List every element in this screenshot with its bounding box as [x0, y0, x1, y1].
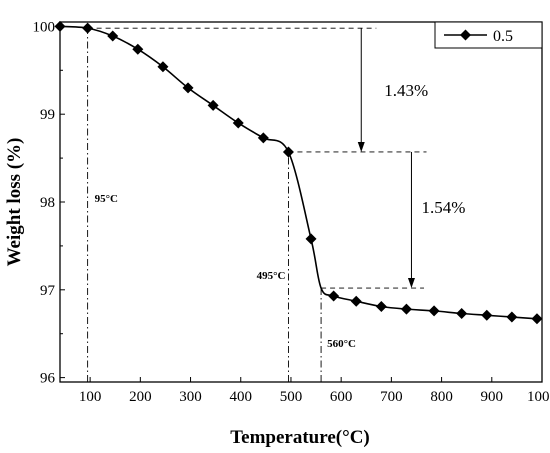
data-point	[107, 30, 119, 42]
data-point	[132, 43, 144, 55]
percent-loss-annotation: 1.54%	[421, 198, 465, 217]
x-tick-label: 900	[481, 389, 504, 405]
y-tick-label: 98	[40, 195, 55, 211]
x-tick-label: 800	[430, 389, 453, 405]
data-point	[257, 132, 269, 144]
data-point	[207, 99, 219, 111]
data-point	[282, 146, 294, 158]
data-point	[375, 300, 387, 312]
y-tick-label: 99	[40, 107, 55, 123]
data-point	[456, 308, 468, 320]
data-point	[232, 117, 244, 129]
legend: 0.5	[434, 21, 543, 49]
data-point	[506, 311, 518, 323]
x-tick-label: 600	[330, 389, 353, 405]
arrow-head	[407, 278, 415, 289]
data-point	[54, 20, 66, 32]
data-point	[328, 290, 340, 302]
legend-marker	[460, 29, 471, 41]
arrow-head	[357, 141, 365, 152]
x-axis-title: Temperature(°C)	[230, 427, 370, 448]
x-tick-label: 500	[280, 389, 303, 405]
data-point	[428, 305, 440, 317]
temperature-annotation: 95°C	[95, 193, 118, 205]
series-line-0.5	[59, 25, 538, 320]
temperature-annotation: 560°C	[327, 338, 356, 350]
data-point	[157, 61, 169, 73]
data-point	[531, 313, 543, 325]
legend-label: 0.5	[493, 28, 513, 45]
data-point	[350, 295, 362, 307]
temperature-annotation: 495°C	[257, 270, 286, 282]
y-tick-label: 96	[40, 371, 56, 387]
y-axis-title: Weight loss (%)	[4, 138, 25, 267]
data-point	[481, 309, 493, 321]
reference-lines: 95°C 495°C 560°C 1.43% 1.54%	[87, 27, 465, 382]
data-point	[82, 22, 94, 34]
data-point	[400, 303, 412, 315]
data-point	[305, 233, 317, 245]
x-tick-label: 1000	[527, 389, 550, 405]
y-tick-label: 100	[33, 19, 56, 35]
percent-loss-annotation: 1.43%	[384, 81, 428, 100]
series-group	[54, 20, 543, 325]
x-tick-label: 700	[380, 389, 403, 405]
x-tick-label: 300	[179, 389, 202, 405]
x-tick-label: 200	[129, 389, 152, 405]
y-tick-label: 97	[40, 283, 56, 299]
x-tick-label: 400	[230, 389, 253, 405]
plot-frame	[59, 21, 543, 383]
x-tick-label: 100	[79, 389, 102, 405]
tick-group: 100 200 300 400 500 600 700 800 900 1000 96 97 98 99 1…	[33, 19, 550, 405]
data-point	[182, 82, 194, 94]
